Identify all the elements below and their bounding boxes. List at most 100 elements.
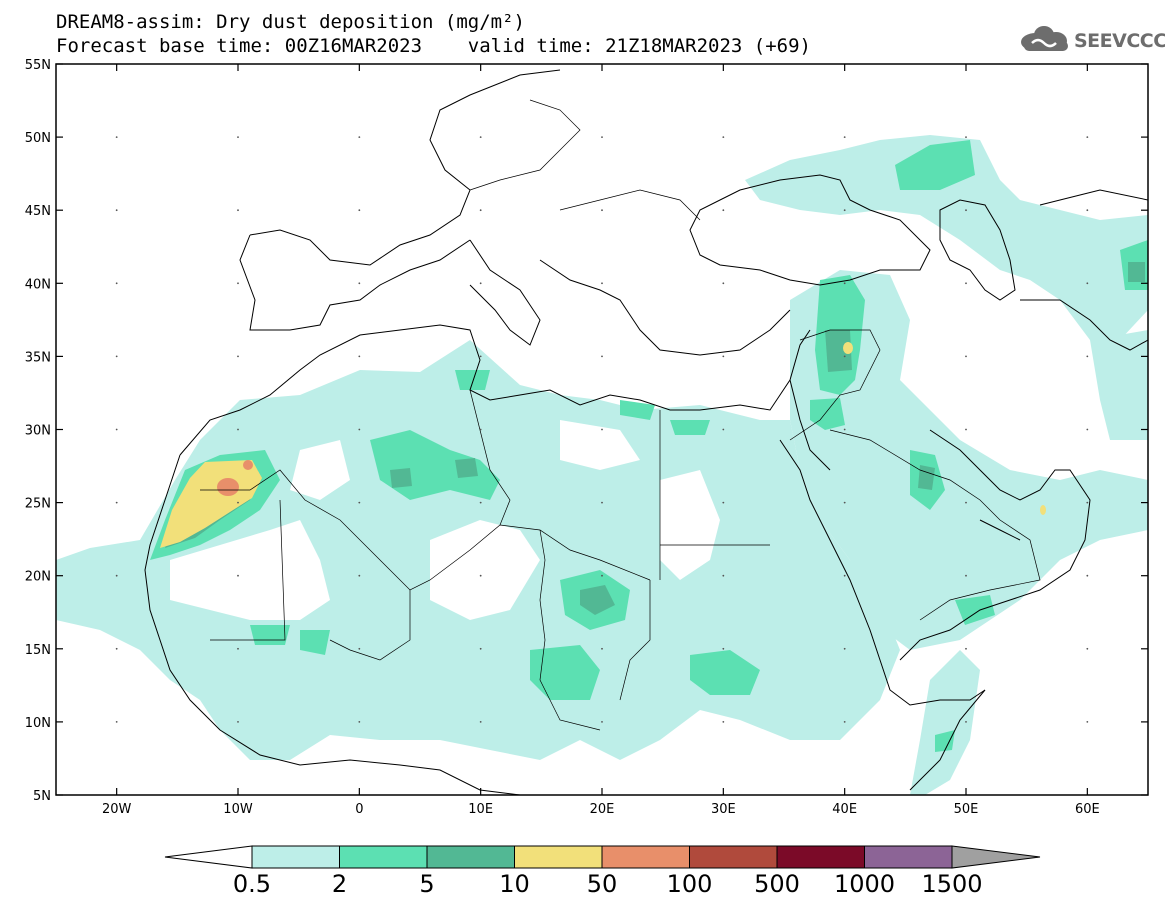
graticule-dot	[480, 209, 482, 211]
graticule-dot	[116, 429, 118, 431]
graticule-dot	[1086, 502, 1088, 504]
graticule-dot	[601, 721, 603, 723]
graticule-dot	[722, 429, 724, 431]
graticule-dot	[1086, 209, 1088, 211]
graticule-dot	[722, 721, 724, 723]
graticule-dot	[965, 429, 967, 431]
graticule-dot	[601, 648, 603, 650]
graticule-dot	[1086, 136, 1088, 138]
graticule-dot	[1086, 282, 1088, 284]
graticule-dot	[480, 575, 482, 577]
graticule-dot	[358, 502, 360, 504]
lat-tick-label: 20N	[25, 570, 51, 585]
lat-tick-label: 10N	[25, 716, 51, 731]
colorbar-swatch	[690, 846, 778, 868]
graticule-dot	[601, 209, 603, 211]
graticule-dot	[722, 209, 724, 211]
graticule-dot	[844, 282, 846, 284]
lon-tick-label: 50E	[954, 802, 979, 817]
graticule-dot	[237, 429, 239, 431]
graticule-dot	[237, 282, 239, 284]
colorbar-swatch	[865, 846, 953, 868]
lon-tick-label: 10W	[223, 802, 253, 817]
graticule-dot	[965, 575, 967, 577]
graticule-dot	[965, 502, 967, 504]
colorbar-swatch	[340, 846, 428, 868]
graticule-dot	[116, 648, 118, 650]
graticule-dot	[480, 356, 482, 358]
graticule-dot	[1086, 721, 1088, 723]
lat-tick-label: 30N	[25, 424, 51, 439]
graticule-dot	[358, 209, 360, 211]
graticule-dot	[480, 429, 482, 431]
graticule-dot	[844, 721, 846, 723]
dust-fields	[56, 135, 1148, 795]
graticule-dot	[358, 575, 360, 577]
graticule-dot	[965, 721, 967, 723]
graticule-dot	[480, 648, 482, 650]
graticule-dot	[844, 136, 846, 138]
graticule-dot	[844, 648, 846, 650]
graticule-dot	[844, 356, 846, 358]
graticule-dot	[722, 356, 724, 358]
graticule-dot	[237, 648, 239, 650]
colorbar-label: 0.5	[233, 870, 271, 898]
colorbar-swatch	[777, 846, 865, 868]
graticule-dot	[722, 575, 724, 577]
graticule-dot	[237, 721, 239, 723]
lat-tick-label: 35N	[25, 350, 51, 365]
lon-tick-label: 0	[355, 802, 363, 817]
colorbar-label: 5	[419, 870, 434, 898]
graticule-dot	[844, 429, 846, 431]
graticule-dot	[116, 282, 118, 284]
graticule-dot	[844, 209, 846, 211]
graticule-dot	[601, 356, 603, 358]
graticule-dot	[237, 209, 239, 211]
lat-tick-label: 40N	[25, 277, 51, 292]
colorbar-swatch	[427, 846, 515, 868]
lon-tick-label: 60E	[1075, 802, 1100, 817]
colorbar-label: 1000	[834, 870, 895, 898]
colorbar-swatch	[252, 846, 340, 868]
colorbar-label: 100	[667, 870, 713, 898]
graticule-dot	[116, 356, 118, 358]
graticule-dot	[480, 721, 482, 723]
graticule-dot	[1086, 356, 1088, 358]
lat-tick-label: 55N	[25, 58, 51, 73]
graticule-dot	[601, 502, 603, 504]
graticule-dot	[722, 648, 724, 650]
graticule-dot	[480, 282, 482, 284]
lon-tick-label: 20E	[590, 802, 615, 817]
graticule-dot	[844, 575, 846, 577]
colorbar: 0.5 2 5 10 50 100 500 1000 1500	[165, 846, 1040, 898]
colorbar-label: 500	[754, 870, 800, 898]
graticule-dot	[116, 721, 118, 723]
graticule-dot	[116, 136, 118, 138]
lat-tick-label: 5N	[33, 789, 51, 804]
graticule-dot	[965, 136, 967, 138]
graticule-dot	[358, 136, 360, 138]
colorbar-label: 50	[587, 870, 618, 898]
graticule-dot	[358, 721, 360, 723]
graticule-dot	[601, 282, 603, 284]
lat-tick-label: 15N	[25, 643, 51, 658]
graticule-dot	[722, 502, 724, 504]
graticule-dot	[601, 429, 603, 431]
lon-tick-label: 20W	[102, 802, 132, 817]
colorbar-left-arrow	[165, 846, 252, 868]
colorbar-right-arrow	[952, 846, 1040, 868]
graticule-dot	[722, 282, 724, 284]
graticule-dot	[722, 136, 724, 138]
graticule-dot	[844, 502, 846, 504]
colorbar-swatch	[515, 846, 603, 868]
graticule-dot	[358, 648, 360, 650]
graticule-dot	[965, 209, 967, 211]
graticule-dot	[237, 502, 239, 504]
colorbar-label: 2	[332, 870, 347, 898]
graticule-dot	[965, 648, 967, 650]
graticule-dot	[116, 502, 118, 504]
graticule-dot	[358, 282, 360, 284]
graticule-dot	[237, 356, 239, 358]
graticule-dot	[480, 136, 482, 138]
